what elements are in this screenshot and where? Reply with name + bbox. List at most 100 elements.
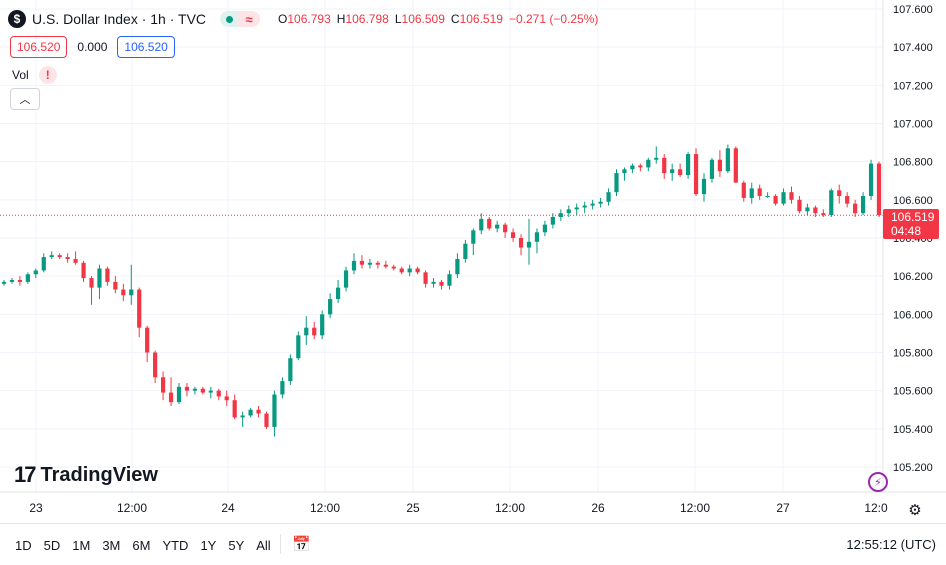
candle — [113, 276, 118, 294]
tradingview-logo[interactable]: 17 TradingView — [14, 462, 158, 488]
candle-body — [240, 415, 245, 418]
candle-body — [487, 218, 492, 229]
candle-body — [232, 400, 237, 418]
range-6m-button[interactable]: 6M — [132, 538, 151, 553]
candle-body — [463, 243, 468, 259]
candle-body — [439, 281, 444, 286]
candle-body — [97, 268, 102, 288]
candle-body — [598, 201, 603, 204]
candle — [725, 144, 730, 174]
time-tick-label: 12:00 — [117, 501, 147, 515]
candle — [701, 173, 707, 202]
range-3m-button[interactable]: 3M — [102, 538, 121, 553]
candle — [288, 354, 293, 385]
candle — [765, 192, 770, 198]
candle — [876, 161, 882, 218]
candle — [693, 148, 699, 197]
candle-body — [845, 196, 850, 204]
candle-body — [359, 260, 365, 265]
candle-body — [137, 289, 142, 328]
candle-body — [272, 394, 277, 427]
candle-body — [495, 224, 500, 229]
candle-body — [208, 390, 213, 393]
candle-body — [105, 268, 110, 282]
time-axis[interactable]: 23 12:00 24 12:00 25 12:00 26 12:00 27 12:0 — [0, 491, 946, 515]
range-1d-button[interactable]: 1D — [15, 538, 32, 553]
time-tick-label: 12:0 — [864, 501, 888, 515]
candle — [526, 218, 532, 265]
lightning-icon[interactable]: ⚡ — [868, 472, 888, 492]
candle-body — [471, 230, 476, 244]
candle — [606, 188, 611, 206]
candle — [439, 279, 444, 290]
candle-body — [685, 154, 691, 176]
time-tick-label: 24 — [221, 501, 235, 515]
range-5y-button[interactable]: 5Y — [228, 538, 245, 553]
time-tick-label: 23 — [29, 501, 43, 515]
price-axis[interactable]: 105.200 105.400 105.600 105.800 106.000 106.2… — [882, 0, 933, 492]
candle — [518, 234, 524, 256]
candle — [383, 260, 388, 269]
candle-body — [57, 255, 62, 258]
price-tick-label: 106.000 — [893, 309, 933, 321]
candle-body — [773, 196, 778, 204]
candle — [622, 167, 627, 181]
grid-lines — [0, 0, 883, 492]
candle — [868, 159, 874, 200]
candle-body — [638, 165, 643, 168]
high-label: H — [336, 12, 346, 26]
candle-body — [479, 218, 484, 231]
range-all-button[interactable]: All — [256, 538, 271, 553]
candle — [216, 388, 221, 401]
warning-icon[interactable]: ! — [38, 66, 57, 84]
candle-body — [455, 258, 460, 275]
candle-body — [749, 188, 754, 198]
toolbar-divider — [280, 534, 281, 554]
candle-body — [383, 264, 388, 267]
candle-body — [200, 388, 205, 393]
gear-icon[interactable]: ⚙ — [908, 502, 922, 519]
candle-body — [256, 409, 261, 414]
candle-body — [518, 238, 524, 248]
symbol-title[interactable]: U.S. Dollar Index · 1h · TVC — [32, 11, 207, 27]
candle — [558, 209, 563, 221]
candle-body — [399, 268, 404, 273]
candle — [860, 192, 866, 216]
go-to-date-calendar-icon[interactable]: 📅 — [292, 536, 311, 553]
candle-body — [224, 396, 229, 401]
candle-body — [129, 289, 134, 296]
candle-body — [248, 409, 253, 416]
candle-body — [25, 274, 30, 282]
candle-body — [447, 274, 452, 286]
candle — [805, 203, 810, 216]
collapse-legend-button[interactable]: ︿ — [10, 88, 40, 110]
buy-button[interactable]: 106.520 — [117, 36, 175, 58]
utc-clock[interactable]: 12:55:12 (UTC) — [846, 537, 936, 552]
price-tick-label: 106.800 — [893, 157, 933, 169]
candle-body — [41, 257, 46, 271]
candle — [176, 383, 182, 405]
candle — [487, 217, 492, 231]
candle-body — [184, 386, 190, 391]
market-status-pill[interactable]: ≈ — [220, 11, 261, 27]
time-tick-label: 12:00 — [495, 501, 525, 515]
high-value: 106.798 — [345, 12, 389, 26]
candle — [399, 266, 404, 275]
time-tick-label: 27 — [776, 501, 790, 515]
volume-label[interactable]: Vol — [12, 68, 29, 82]
range-ytd-button[interactable]: YTD — [162, 538, 189, 553]
candle-body — [367, 262, 373, 265]
candle-body — [312, 327, 317, 336]
candle-body — [614, 173, 619, 193]
range-5d-button[interactable]: 5D — [43, 538, 61, 553]
candle-body — [654, 157, 659, 160]
range-1y-button[interactable]: 1Y — [200, 538, 217, 553]
candle-body — [757, 188, 762, 197]
candlestick-chart[interactable]: 105.200 105.400 105.600 105.800 106.000 106.2… — [0, 0, 946, 523]
candle — [391, 264, 396, 271]
candle — [137, 287, 142, 338]
tradingview-logo-icon: 17 — [14, 462, 37, 487]
range-1m-button[interactable]: 1M — [72, 538, 91, 553]
candle-body — [670, 169, 675, 174]
sell-button[interactable]: 106.520 — [10, 36, 68, 58]
